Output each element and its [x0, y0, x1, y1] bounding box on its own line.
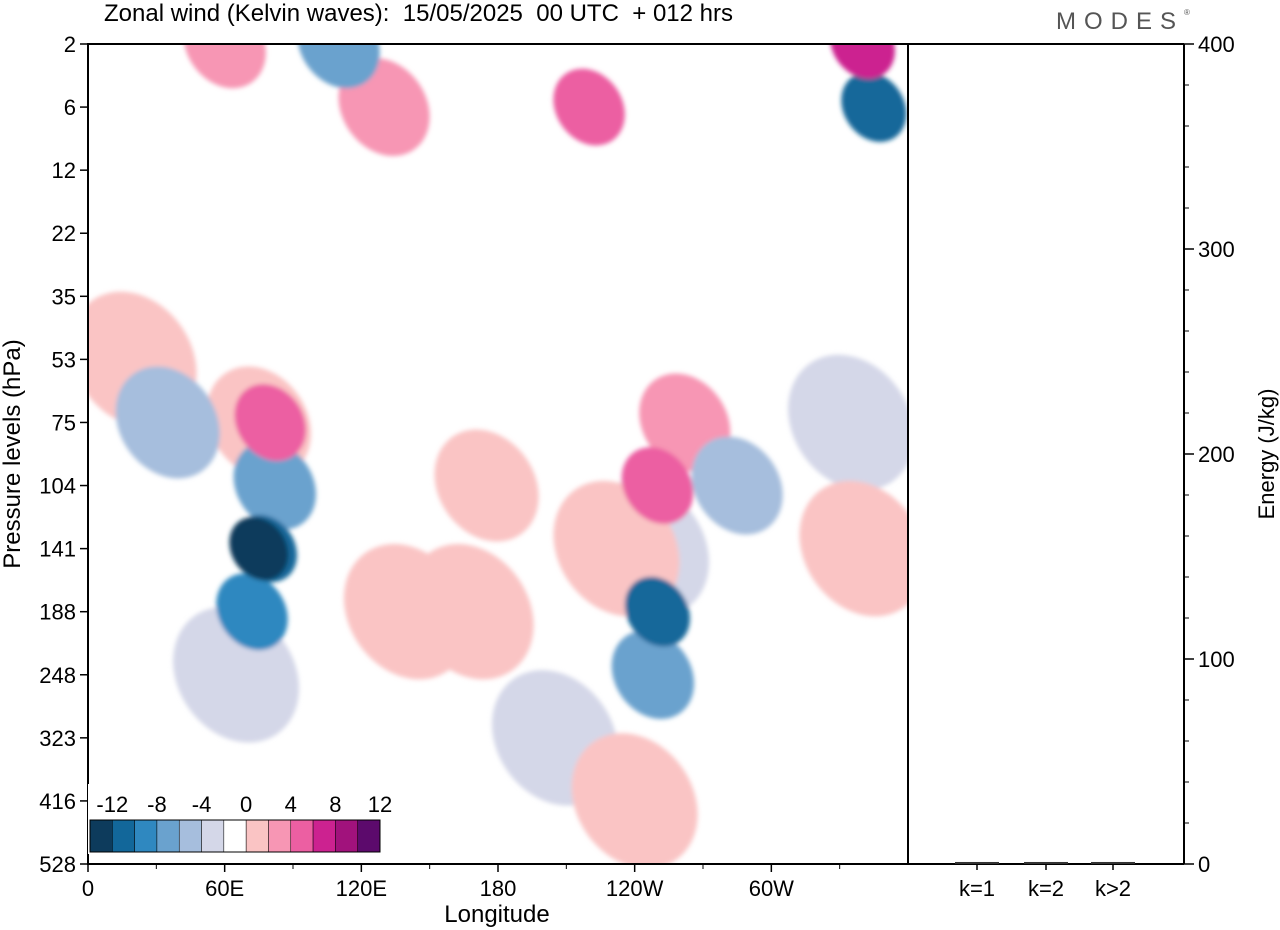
heat-cell — [611, 630, 695, 720]
energy-cat-label: k=1 — [959, 876, 995, 901]
colorbar-label: -4 — [192, 792, 212, 817]
y-tick-label: 141 — [39, 537, 76, 562]
logo-mark: ® — [1184, 8, 1190, 17]
heat-cell — [407, 543, 534, 680]
energy-axis-label: Energy (J/kg) — [1254, 389, 1279, 520]
colorbar-swatch — [89, 819, 113, 853]
heat-cell — [434, 429, 539, 542]
heat-cell — [183, 44, 266, 89]
modes-logo: MODES® — [1056, 8, 1190, 36]
colorbar-swatch — [290, 819, 314, 853]
colorbar-label: 0 — [240, 792, 252, 817]
heat-cell — [115, 366, 220, 479]
colorbar-label: 8 — [329, 792, 341, 817]
y-tick-label: 528 — [39, 852, 76, 877]
colorbar-label: -12 — [96, 792, 128, 817]
logo-text: MODES — [1056, 8, 1185, 35]
colorbar-swatch — [245, 819, 269, 853]
heat-cell — [297, 44, 380, 89]
colorbar-swatch — [335, 819, 358, 853]
y-tick-label: 248 — [39, 663, 76, 688]
heat-cell — [829, 44, 895, 79]
colorbar-swatch — [357, 819, 381, 853]
energy-tick-label: 100 — [1198, 647, 1235, 672]
heat-cell — [234, 384, 306, 461]
heat-cell — [799, 480, 908, 617]
x-axis-label: Longitude — [444, 901, 549, 928]
colorbar-swatch — [134, 819, 158, 853]
x-tick-label: 120E — [336, 876, 387, 901]
heat-cell — [553, 68, 625, 146]
heat-cell — [788, 354, 908, 491]
y-axis: 2 6 12 22 35 53 75 104 141 188 248 323 416 528 — [39, 32, 88, 877]
heat-cell — [229, 517, 289, 581]
x-tick-label: 60E — [205, 876, 244, 901]
colorbar-label: 4 — [285, 792, 297, 817]
x-tick-label: 120W — [606, 876, 664, 901]
y-tick-label: 6 — [64, 95, 76, 120]
colorbar-swatch — [312, 819, 336, 853]
colorbar-swatch — [201, 819, 225, 853]
energy-bar — [955, 861, 999, 864]
x-tick-label: 0 — [82, 876, 94, 901]
heat-cell — [691, 436, 783, 535]
colorbar-swatch — [223, 819, 247, 853]
colorbar-border — [89, 819, 381, 853]
x-tick-label: 180 — [480, 876, 517, 901]
y-tick-label: 22 — [52, 221, 76, 246]
heat-cell — [841, 72, 907, 142]
x-tick-label: 60W — [749, 876, 794, 901]
chart-title: Zonal wind (Kelvin waves): 15/05/2025 00… — [104, 0, 733, 27]
colorbar: -12 -8 -4 0 4 8 12 — [88, 784, 392, 854]
colorbar-swatch — [112, 819, 135, 853]
y-tick-label: 12 — [52, 158, 76, 183]
heatmap-field — [88, 44, 908, 864]
energy-tick-label: 400 — [1198, 32, 1235, 57]
y-tick-label: 188 — [39, 600, 76, 625]
heat-cell — [621, 447, 694, 524]
y-tick-label: 35 — [52, 284, 76, 309]
y-tick-label: 104 — [39, 474, 76, 499]
x-axis: 0 60E 120E 180 120W 60W — [82, 864, 841, 901]
colorbar-swatch — [268, 819, 292, 853]
y-tick-label: 2 — [64, 32, 76, 57]
y-tick-label: 75 — [52, 410, 76, 435]
y-tick-label: 416 — [39, 789, 76, 814]
energy-tick-label: 200 — [1198, 442, 1235, 467]
heat-cell — [216, 573, 288, 651]
energy-cat-label: k=2 — [1028, 876, 1064, 901]
heat-cell — [571, 733, 698, 864]
heat-cell — [624, 576, 690, 647]
energy-bar — [1024, 861, 1068, 864]
energy-panel: 0 100 200 300 400 k=1 k=2 k>2 — [908, 32, 1235, 901]
y-axis-label: Pressure levels (hPa) — [0, 339, 26, 568]
colorbar-label: 12 — [368, 792, 392, 817]
colorbar-swatch — [156, 819, 180, 853]
y-tick-label: 323 — [39, 726, 76, 751]
colorbar-swatch — [178, 819, 202, 853]
colorbar-label: -8 — [147, 792, 167, 817]
energy-tick-label: 0 — [1198, 852, 1210, 877]
energy-cat-label: k>2 — [1095, 876, 1131, 901]
y-tick-label: 53 — [52, 347, 76, 372]
energy-bar — [1091, 861, 1135, 864]
heat-cell — [233, 441, 316, 530]
energy-tick-label: 300 — [1198, 237, 1235, 262]
